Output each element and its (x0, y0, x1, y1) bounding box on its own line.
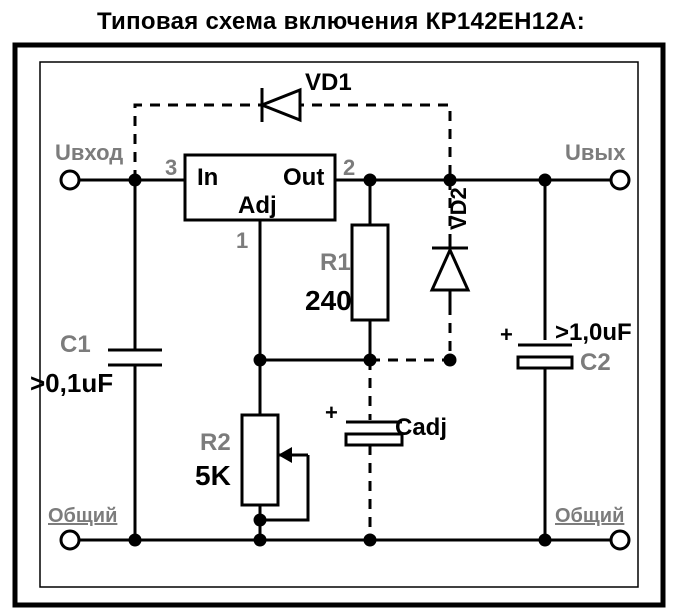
pin1-label: 1 (236, 228, 248, 253)
vd1-label: VD1 (305, 69, 352, 96)
r1-name: R1 (320, 249, 351, 276)
terminal-gnd-right (611, 531, 629, 549)
c2-value: >1,0uF (555, 319, 632, 346)
terminal-uin (61, 171, 79, 189)
terminal-gnd-left (61, 531, 79, 549)
pin2-label: 2 (343, 155, 355, 180)
r1-value: 240 (305, 285, 352, 316)
node-gnd-r2 (254, 534, 266, 546)
c2-name: C2 (580, 349, 611, 376)
c2-plus: + (500, 322, 513, 347)
r2-value: 5K (195, 460, 231, 491)
vd2-label: VD2 (446, 187, 471, 230)
cadj-plus: + (325, 400, 338, 425)
r2-name: R2 (200, 429, 231, 456)
c1-value: >0,1uF (30, 368, 113, 398)
page: Типовая схема включения КР142ЕН12А: VD1 … (0, 0, 682, 611)
node-gnd-cadj (364, 534, 376, 546)
schematic-svg: VD1 Uвход Uвых Общий Общий In Out Adj 3 … (0, 0, 682, 611)
c1-name: C1 (60, 331, 91, 358)
page-title: Типовая схема включения КР142ЕН12А: (0, 8, 682, 36)
gnd-left-label: Общий (48, 505, 117, 527)
terminal-uout (611, 171, 629, 189)
node-gnd-c2 (539, 534, 551, 546)
ic-adj-label: Adj (238, 192, 277, 219)
pin3-label: 3 (165, 155, 177, 180)
ic-out-label: Out (283, 164, 324, 191)
cadj-name: Cadj (395, 414, 447, 441)
uout-label: Uвых (565, 140, 626, 165)
gnd-right-label: Общий (555, 505, 624, 527)
node-gnd-c1 (129, 534, 141, 546)
node-r2-bot (254, 514, 266, 526)
uin-label: Uвход (55, 140, 123, 165)
r1-body (352, 225, 388, 320)
ic-in-label: In (197, 164, 218, 191)
r2-body (242, 415, 278, 505)
